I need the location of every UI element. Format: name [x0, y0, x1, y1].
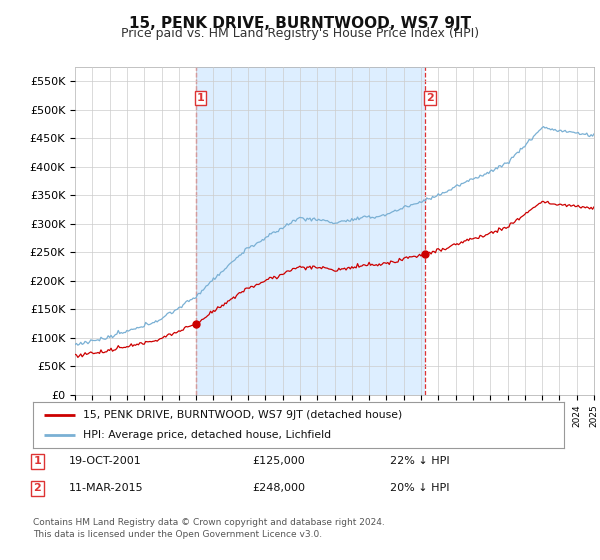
Text: HPI: Average price, detached house, Lichfield: HPI: Average price, detached house, Lich… — [83, 430, 332, 440]
Text: £125,000: £125,000 — [252, 456, 305, 466]
Text: 1: 1 — [34, 456, 41, 466]
Text: 1: 1 — [197, 94, 205, 104]
Text: 2: 2 — [34, 483, 41, 493]
Text: 2: 2 — [426, 94, 434, 104]
Bar — [196, 67, 425, 395]
Text: 19-OCT-2001: 19-OCT-2001 — [69, 456, 142, 466]
Text: Contains HM Land Registry data © Crown copyright and database right 2024.
This d: Contains HM Land Registry data © Crown c… — [33, 518, 385, 539]
Text: 15, PENK DRIVE, BURNTWOOD, WS7 9JT: 15, PENK DRIVE, BURNTWOOD, WS7 9JT — [129, 16, 471, 31]
Text: £248,000: £248,000 — [252, 483, 305, 493]
Text: 15, PENK DRIVE, BURNTWOOD, WS7 9JT (detached house): 15, PENK DRIVE, BURNTWOOD, WS7 9JT (deta… — [83, 410, 403, 420]
Text: 20% ↓ HPI: 20% ↓ HPI — [390, 483, 449, 493]
Text: Price paid vs. HM Land Registry's House Price Index (HPI): Price paid vs. HM Land Registry's House … — [121, 27, 479, 40]
Text: 11-MAR-2015: 11-MAR-2015 — [69, 483, 143, 493]
Text: 22% ↓ HPI: 22% ↓ HPI — [390, 456, 449, 466]
